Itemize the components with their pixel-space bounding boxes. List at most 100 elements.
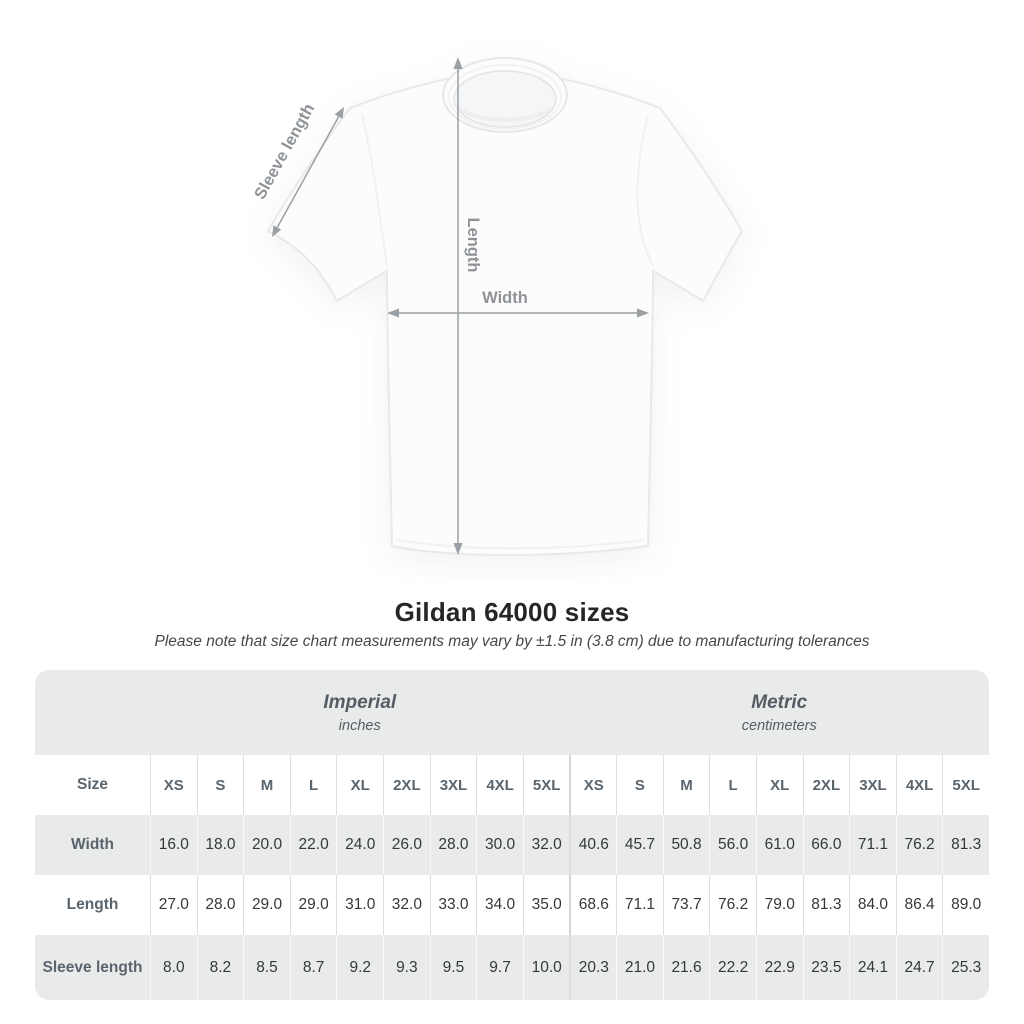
value-cell: 8.5 xyxy=(243,935,290,1000)
metric-section-header: Metric centimeters xyxy=(570,670,990,755)
imperial-section-header: Imperial inches xyxy=(150,670,570,755)
value-cell: 45.7 xyxy=(616,815,663,875)
value-cell: 33.0 xyxy=(429,875,477,935)
value-cell: 22.2 xyxy=(709,935,756,1000)
value-cell: 32.0 xyxy=(522,815,570,875)
value-cell: 40.6 xyxy=(569,815,616,875)
size-header-cell: L xyxy=(289,755,337,815)
size-header-cell: XL xyxy=(336,755,383,815)
value-cell: 10.0 xyxy=(522,935,570,1000)
value-cell: 27.0 xyxy=(150,875,197,935)
value-cell: 61.0 xyxy=(755,815,803,875)
value-cell: 20.0 xyxy=(243,815,290,875)
value-cell: 18.0 xyxy=(196,815,244,875)
value-cell: 22.9 xyxy=(755,935,803,1000)
table-header-band: Imperial inches Metric centimeters xyxy=(35,670,989,755)
value-cell: 22.0 xyxy=(289,815,337,875)
size-header-cell: M xyxy=(243,755,290,815)
collar xyxy=(442,57,568,133)
tshirt-body xyxy=(267,78,743,556)
value-cell: 8.0 xyxy=(150,935,197,1000)
size-header-cell: 2XL xyxy=(383,755,430,815)
value-cell: 28.0 xyxy=(196,875,244,935)
value-cell: 23.5 xyxy=(802,935,850,1000)
value-cell: 8.7 xyxy=(289,935,337,1000)
value-cell: 56.0 xyxy=(709,815,756,875)
size-header-cell: 4XL xyxy=(895,755,943,815)
size-header-cell: XL xyxy=(755,755,803,815)
size-header-cell: XS xyxy=(569,755,616,815)
value-cell: 9.7 xyxy=(476,935,523,1000)
value-cell: 21.0 xyxy=(616,935,663,1000)
table-row-sleeve-length: Sleeve length 8.0 8.2 8.5 8.7 9.2 9.3 9.… xyxy=(35,935,989,1000)
size-header-cell: L xyxy=(709,755,756,815)
value-cell: 76.2 xyxy=(895,815,943,875)
value-cell: 50.8 xyxy=(662,815,710,875)
value-cell: 81.3 xyxy=(802,875,850,935)
value-cell: 9.2 xyxy=(336,935,383,1000)
value-cell: 24.1 xyxy=(849,935,896,1000)
size-header-cell: S xyxy=(616,755,663,815)
size-column-label: Size xyxy=(76,776,108,793)
tshirt-diagram: Sleeve length Length Width xyxy=(251,57,743,556)
right-sleeve-seam xyxy=(636,113,654,267)
value-cell: 28.0 xyxy=(429,815,477,875)
value-cell: 68.6 xyxy=(569,875,616,935)
size-header-cell: M xyxy=(662,755,710,815)
size-header-row: Size XS S M L XL 2XL 3XL 4XL 5XL XS S M … xyxy=(35,755,989,815)
value-cell: 31.0 xyxy=(336,875,383,935)
size-table: Imperial inches Metric centimeters Size … xyxy=(35,670,989,1000)
value-cell: 30.0 xyxy=(476,815,523,875)
sleeve-length-arrow xyxy=(272,107,344,237)
size-header-cell: 5XL xyxy=(942,755,989,815)
value-cell: 26.0 xyxy=(383,815,430,875)
value-cell: 76.2 xyxy=(709,875,756,935)
value-cell: 16.0 xyxy=(150,815,197,875)
value-cell: 79.0 xyxy=(755,875,803,935)
size-header-cell: 4XL xyxy=(476,755,523,815)
left-sleeve-seam xyxy=(361,113,388,267)
value-cell: 8.2 xyxy=(196,935,244,1000)
width-label: Width xyxy=(482,289,528,307)
metric-unit: centimeters xyxy=(741,717,817,734)
metric-title: Metric xyxy=(751,691,808,713)
size-header-cell: XS xyxy=(150,755,197,815)
imperial-unit: inches xyxy=(338,717,381,734)
size-header-cell: 2XL xyxy=(802,755,850,815)
value-cell: 86.4 xyxy=(895,875,943,935)
row-label: Sleeve length xyxy=(42,958,143,976)
value-cell: 71.1 xyxy=(616,875,663,935)
size-header-cell: 3XL xyxy=(849,755,896,815)
length-label: Length xyxy=(464,218,482,273)
value-cell: 24.0 xyxy=(336,815,383,875)
value-cell: 66.0 xyxy=(802,815,850,875)
table-row-length: Length 27.0 28.0 29.0 29.0 31.0 32.0 33.… xyxy=(35,875,989,935)
table-row-width: Width 16.0 18.0 20.0 22.0 24.0 26.0 28.0… xyxy=(35,815,989,875)
value-cell: 9.3 xyxy=(383,935,430,1000)
value-cell: 73.7 xyxy=(662,875,710,935)
value-cell: 24.7 xyxy=(895,935,943,1000)
header-corner xyxy=(35,670,150,755)
size-header-cell: S xyxy=(196,755,244,815)
page-title: Gildan 64000 sizes xyxy=(394,597,630,627)
row-label: Length xyxy=(66,896,119,913)
length-arrow xyxy=(453,57,463,555)
tshirt-graphic xyxy=(267,57,743,556)
value-cell: 84.0 xyxy=(849,875,896,935)
value-cell: 34.0 xyxy=(476,875,523,935)
hem-stitch xyxy=(395,539,645,550)
value-cell: 29.0 xyxy=(243,875,290,935)
value-cell: 32.0 xyxy=(383,875,430,935)
value-cell: 89.0 xyxy=(942,875,989,935)
tolerance-note: Please note that size chart measurements… xyxy=(154,633,870,650)
size-header-cell: 5XL xyxy=(522,755,570,815)
value-cell: 21.6 xyxy=(662,935,710,1000)
value-cell: 20.3 xyxy=(569,935,616,1000)
row-label: Width xyxy=(71,836,114,853)
value-cell: 81.3 xyxy=(942,815,989,875)
value-cell: 9.5 xyxy=(429,935,477,1000)
value-cell: 71.1 xyxy=(849,815,896,875)
width-arrow xyxy=(387,308,649,318)
value-cell: 29.0 xyxy=(289,875,337,935)
